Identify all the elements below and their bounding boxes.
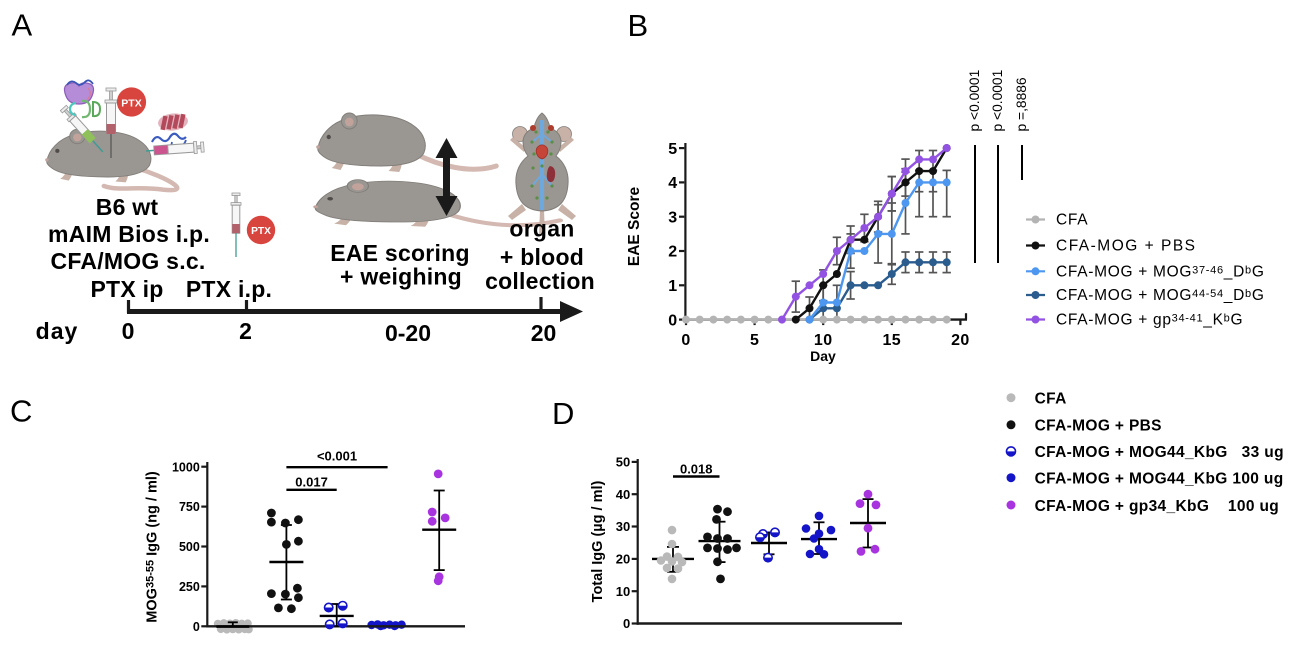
- svg-text:20: 20: [531, 320, 557, 346]
- svg-text:MOG35-55 IgG (ng / ml): MOG35-55 IgG (ng / ml): [144, 471, 160, 623]
- svg-text:0: 0: [668, 312, 677, 329]
- svg-text:0.018: 0.018: [680, 462, 713, 477]
- svg-text:15: 15: [882, 332, 901, 349]
- svg-text:1: 1: [668, 278, 677, 295]
- svg-text:CFA-MOG + PBS: CFA-MOG + PBS: [1056, 238, 1197, 255]
- svg-text:4: 4: [668, 175, 677, 192]
- svg-text:0: 0: [193, 620, 200, 634]
- svg-text:500: 500: [179, 540, 200, 554]
- svg-text:D: D: [552, 396, 574, 431]
- svg-text:750: 750: [179, 500, 200, 514]
- svg-text:CFA/MOG s.c.: CFA/MOG s.c.: [50, 248, 205, 274]
- svg-text:20: 20: [616, 552, 630, 567]
- svg-text:2: 2: [239, 318, 252, 344]
- svg-text:CFA-MOG + MOG44_KbG 100 ug: CFA-MOG + MOG44_KbG 100 ug: [1035, 471, 1284, 488]
- svg-text:mAIM Bios i.p.: mAIM Bios i.p.: [48, 221, 210, 247]
- svg-text:p =,8886: p =,8886: [1014, 77, 1029, 131]
- svg-text:CFA-MOG + MOG44-54_DbG: CFA-MOG + MOG44-54_DbG: [1056, 287, 1265, 304]
- svg-text:organ: organ: [509, 216, 574, 242]
- svg-text:PTX i.p.: PTX i.p.: [186, 276, 272, 302]
- svg-text:B: B: [628, 8, 649, 43]
- svg-text:3: 3: [668, 209, 677, 226]
- svg-text:0-20: 0-20: [385, 320, 431, 346]
- svg-text:<0.001: <0.001: [317, 449, 357, 464]
- svg-text:20: 20: [951, 332, 970, 349]
- svg-text:PTX ip: PTX ip: [90, 276, 163, 302]
- svg-text:A: A: [12, 8, 33, 43]
- svg-text:C: C: [10, 394, 32, 429]
- svg-text:CFA: CFA: [1056, 212, 1088, 229]
- svg-text:30: 30: [616, 519, 630, 534]
- svg-text:+ blood: + blood: [500, 244, 584, 270]
- svg-text:1000: 1000: [172, 460, 200, 474]
- svg-text:CFA-MOG + MOG44_KbG 33 ug: CFA-MOG + MOG44_KbG 33 ug: [1035, 444, 1284, 461]
- svg-text:40: 40: [616, 487, 630, 502]
- svg-text:50: 50: [616, 455, 630, 470]
- svg-text:B6 wt: B6 wt: [96, 194, 159, 220]
- svg-text:0: 0: [122, 318, 135, 344]
- svg-text:10: 10: [616, 584, 630, 599]
- svg-text:CFA-MOG + MOG37-46_DbG: CFA-MOG + MOG37-46_DbG: [1056, 263, 1265, 280]
- svg-text:p <0.0001: p <0.0001: [967, 70, 982, 132]
- svg-text:5: 5: [668, 141, 677, 158]
- svg-text:CFA-MOG + gp34-41_KbG: CFA-MOG + gp34-41_KbG: [1056, 312, 1243, 329]
- svg-text:Total IgG (µg / ml): Total IgG (µg / ml): [590, 481, 606, 603]
- svg-text:5: 5: [750, 332, 759, 349]
- svg-text:CFA: CFA: [1035, 391, 1067, 408]
- svg-text:0.017: 0.017: [295, 475, 328, 490]
- svg-text:Day: Day: [810, 348, 836, 364]
- svg-text:0: 0: [623, 616, 630, 631]
- svg-text:PTX: PTX: [121, 97, 141, 109]
- svg-text:10: 10: [814, 332, 833, 349]
- svg-text:CFA-MOG + PBS: CFA-MOG + PBS: [1035, 418, 1162, 435]
- svg-text:2: 2: [668, 244, 677, 261]
- svg-text:0: 0: [681, 332, 690, 349]
- svg-text:EAE Score: EAE Score: [626, 186, 643, 266]
- svg-text:+ weighing: + weighing: [340, 264, 462, 290]
- svg-text:250: 250: [179, 580, 200, 594]
- svg-text:CFA-MOG + gp34_KbG 100 ug: CFA-MOG + gp34_KbG 100 ug: [1035, 498, 1280, 515]
- svg-text:p <0.0001: p <0.0001: [990, 70, 1005, 132]
- svg-text:collection: collection: [485, 268, 595, 294]
- svg-text:day: day: [36, 318, 79, 344]
- svg-text:PTX: PTX: [251, 226, 271, 237]
- svg-text:EAE scoring: EAE scoring: [330, 240, 470, 266]
